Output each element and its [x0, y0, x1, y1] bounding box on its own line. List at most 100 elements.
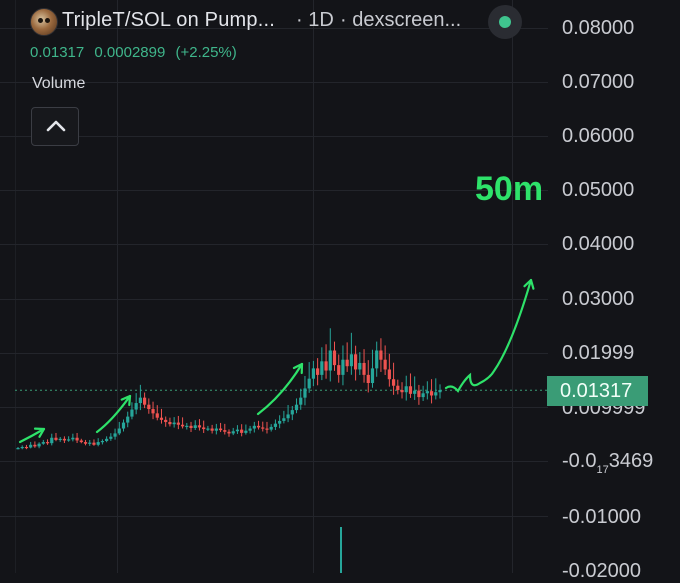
price-tick-special: -0.0173469 [562, 450, 653, 476]
candle-body [88, 442, 92, 444]
source-label[interactable]: · dexscreen... [340, 9, 462, 31]
candle-body [197, 425, 202, 428]
live-status-button[interactable] [488, 5, 522, 39]
chart-header: TripleT/SOL on Pump... · 1D · dexscreen.… [0, 0, 548, 70]
candle-body [408, 386, 413, 394]
volume-bar [340, 527, 342, 573]
candle-body [62, 438, 67, 441]
interval-label[interactable]: · 1D [296, 9, 334, 31]
collapse-volume-button[interactable] [31, 107, 79, 146]
candle-body [421, 393, 425, 398]
price-readout: 0.01317 0.0002899 (+2.25%) [30, 44, 243, 61]
candle-body [332, 350, 337, 366]
price-tick: -0.02000 [562, 560, 641, 582]
grid-line [0, 407, 548, 408]
candle-body [240, 429, 244, 433]
candle-body [180, 424, 185, 427]
candle-body [434, 392, 438, 396]
price-tick: 0.01999 [562, 342, 635, 364]
annotation-arrow [256, 362, 304, 416]
price-tick: -0.01000 [562, 506, 641, 528]
candle-body [429, 391, 434, 396]
price-tick: 0.06000 [562, 125, 635, 147]
candle-body [311, 368, 315, 379]
token-avatar[interactable] [30, 8, 58, 36]
tick-prefix: -0.0 [562, 450, 597, 472]
candle-body [218, 428, 223, 431]
candle-body [37, 443, 41, 447]
candle-body [261, 427, 265, 429]
candle-body [159, 417, 164, 420]
candle-body [105, 438, 109, 442]
candle-body [172, 422, 176, 425]
candle-body [324, 361, 328, 371]
grid-line [0, 299, 548, 300]
grid-line [0, 353, 548, 354]
annotation-arrow [95, 394, 132, 434]
candle-body [307, 378, 311, 389]
candle-body [370, 368, 375, 384]
grid-line [512, 0, 513, 573]
price-tick: 0.08000 [562, 17, 635, 39]
candle-body [345, 359, 349, 367]
candle-body [126, 416, 130, 423]
price-tick: 0.07000 [562, 71, 635, 93]
candle-body [349, 354, 353, 367]
candle-body [41, 442, 45, 444]
candle-body [164, 419, 168, 423]
pair-title[interactable]: TripleT/SOL on Pump... [62, 9, 275, 31]
tick-suffix: 3469 [608, 450, 654, 472]
grid-line [0, 244, 548, 245]
current-price-tag: 0.01317 [547, 376, 648, 406]
arrow-head [523, 278, 535, 290]
candle-body [67, 439, 71, 441]
candle-body [151, 409, 155, 414]
candle-body [294, 404, 299, 411]
candle-body [143, 397, 147, 405]
candle-body [256, 425, 261, 428]
candle-body [358, 362, 362, 370]
candle-body [202, 427, 206, 430]
candle-body [316, 368, 320, 375]
grid-line [0, 516, 548, 517]
candle-body [299, 397, 303, 405]
candle-body [20, 446, 24, 449]
arrow-head [292, 362, 304, 375]
candle-body [45, 442, 50, 444]
candle-body [375, 350, 379, 369]
grid-line [0, 136, 548, 137]
candle-body [214, 428, 218, 431]
candle-body [134, 403, 138, 410]
candle-body [328, 350, 332, 371]
candle-body [425, 391, 429, 394]
candle-body [273, 423, 278, 427]
candle-body [269, 426, 273, 430]
candle-body [155, 413, 159, 418]
candle-body [417, 390, 421, 398]
candle-body [113, 433, 117, 437]
arrow-head [120, 394, 132, 407]
candle-body [16, 448, 20, 450]
candle-body [341, 359, 345, 375]
grid-line [313, 0, 314, 573]
grid-line [0, 82, 548, 83]
candle-body [117, 428, 121, 434]
candle-body [354, 354, 358, 370]
candle-body [413, 390, 417, 394]
price-tick: 0.03000 [562, 288, 635, 310]
live-dot-icon [499, 16, 511, 28]
candle-body [138, 397, 142, 404]
candle-body [396, 385, 400, 391]
candle-body [231, 431, 235, 434]
candle-body [92, 442, 96, 445]
candle-body [75, 437, 79, 441]
candle-body [147, 404, 151, 410]
candle-body [278, 420, 282, 424]
candle-body [265, 428, 269, 430]
price-tick: 0.05000 [562, 179, 635, 201]
candle-body [337, 365, 341, 375]
candle-body [227, 431, 231, 434]
grid-line [0, 28, 548, 29]
